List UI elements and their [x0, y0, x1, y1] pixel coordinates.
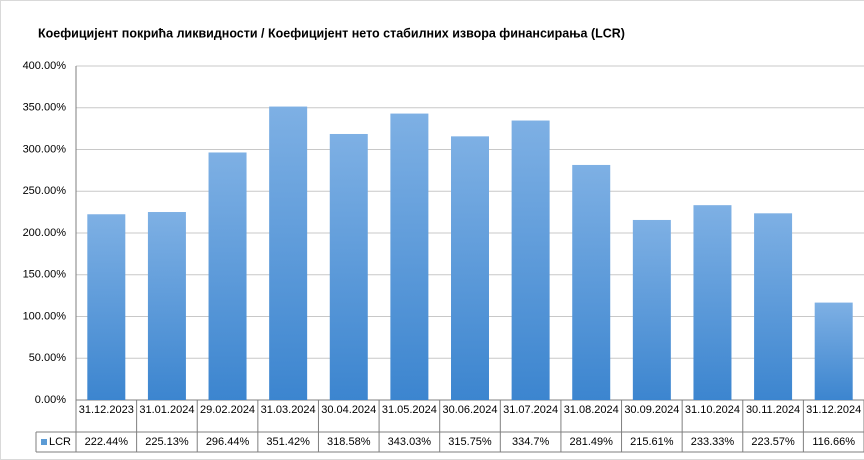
bar: [147, 212, 186, 400]
x-tick-label: 31.03.2024: [261, 404, 316, 416]
legend-key: [41, 439, 47, 445]
y-tick-label: 150.00%: [23, 269, 67, 281]
bar: [451, 136, 489, 400]
y-tick-label: 300.00%: [23, 143, 67, 155]
x-tick-label: 31.08.2024: [564, 404, 619, 416]
x-tick-label: 31.01.2024: [139, 404, 194, 416]
chart-title: Коефицијент покрића ликвидности / Коефиц…: [38, 26, 625, 40]
x-tick-label: 30.06.2024: [442, 404, 497, 416]
bar: [693, 205, 732, 400]
bar: [511, 120, 550, 400]
bar: [87, 214, 126, 400]
bar: [390, 113, 429, 400]
x-tick-label: 31.05.2024: [382, 404, 437, 416]
table-value: 233.33%: [691, 436, 735, 448]
table-value: 315.75%: [448, 436, 492, 448]
table-value: 225.13%: [145, 436, 189, 448]
x-tick-label: 31.12.2024: [806, 404, 861, 416]
table-value: 318.58%: [327, 436, 371, 448]
table-value: 222.44%: [85, 436, 129, 448]
x-tick-label: 29.02.2024: [200, 404, 255, 416]
table-value: 215.61%: [630, 436, 674, 448]
y-tick-label: 350.00%: [23, 102, 67, 114]
table-value: 296.44%: [206, 436, 250, 448]
bar: [754, 213, 793, 400]
y-tick-label: 100.00%: [23, 310, 67, 322]
y-tick-label: 250.00%: [23, 185, 67, 197]
bar: [572, 164, 611, 400]
bar: [814, 302, 853, 400]
table-value: 351.42%: [266, 436, 310, 448]
x-tick-label: 31.10.2024: [685, 404, 740, 416]
table-value: 343.03%: [388, 436, 432, 448]
table-value: 223.57%: [751, 436, 795, 448]
x-tick-label: 30.09.2024: [624, 404, 679, 416]
y-tick-label: 0.00%: [35, 394, 66, 406]
legend-label: LCR: [49, 436, 71, 448]
bar: [208, 152, 247, 400]
table-value: 334.7%: [512, 436, 550, 448]
table-value: 116.66%: [812, 436, 855, 448]
bar: [632, 219, 671, 400]
y-tick-label: 400.00%: [23, 60, 67, 72]
table-value: 281.49%: [570, 436, 614, 448]
x-tick-label: 31.07.2024: [503, 404, 558, 416]
x-tick-label: 30.04.2024: [321, 404, 376, 416]
bar: [329, 133, 368, 400]
x-tick-label: 30.11.2024: [746, 404, 800, 416]
bar: [269, 106, 308, 400]
y-tick-label: 50.00%: [29, 352, 67, 364]
y-tick-label: 200.00%: [23, 227, 67, 239]
x-tick-label: 31.12.2023: [79, 404, 134, 416]
